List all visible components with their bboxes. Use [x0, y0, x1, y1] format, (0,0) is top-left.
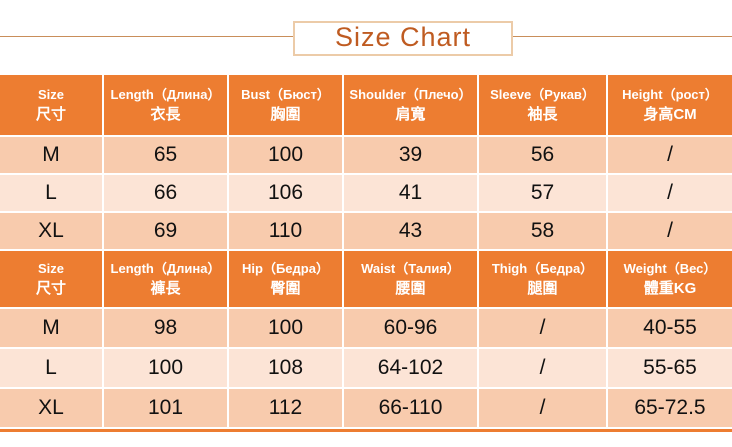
- header-sublabel: 尺寸: [35, 279, 66, 297]
- header-label: Length（Длина）: [110, 86, 221, 102]
- table-cell: 66-110: [343, 388, 479, 429]
- header-label: Shoulder（Плечо）: [349, 86, 472, 102]
- table-cell: 110: [228, 212, 344, 251]
- header-label: Hip（Бедра）: [242, 260, 329, 276]
- title-band: Size Chart: [0, 0, 732, 75]
- header-label: Size: [37, 260, 64, 276]
- table-cell: 40-55: [607, 308, 732, 349]
- header-label: Bust（Бюст）: [241, 86, 330, 102]
- table-cell: 98: [103, 308, 229, 349]
- table-cell: 100: [228, 308, 344, 349]
- header-sublabel: 袖長: [527, 105, 558, 123]
- header-sublabel: 胸圍: [270, 105, 301, 123]
- header-label: Thigh（Бедра）: [491, 260, 594, 276]
- header-sublabel: 體重KG: [643, 279, 697, 297]
- table-cell: 64-102: [343, 348, 479, 389]
- table-cell: /: [607, 174, 732, 213]
- table-cell: 58: [478, 212, 608, 251]
- header-cell: Bust（Бюст） 胸圍: [228, 75, 344, 137]
- table-cell: /: [478, 388, 608, 429]
- table-cell: /: [607, 136, 732, 175]
- header-cell: Weight（Вес） 體重KG: [607, 250, 732, 309]
- title-box: Size Chart: [293, 21, 513, 56]
- table-row: M 98 100 60-96/40-55: [0, 308, 732, 349]
- page-title: Size Chart: [334, 22, 472, 52]
- table-cell: 108: [228, 348, 344, 389]
- size-cell: M: [0, 308, 104, 349]
- header-sublabel: 臀圍: [270, 279, 301, 297]
- table-cell: /: [478, 308, 608, 349]
- table-cell: 56: [478, 136, 608, 175]
- header-sublabel: 肩寬: [395, 105, 426, 123]
- size-cell: L: [0, 348, 104, 389]
- header-cell: Waist（Талия） 腰圍: [343, 250, 479, 309]
- header-cell: Hip（Бедра） 臀圍: [228, 250, 344, 309]
- table-cell: 100: [228, 136, 344, 175]
- header-label: Size: [37, 86, 64, 102]
- table-cell: 106: [228, 174, 344, 213]
- table-cell: /: [607, 212, 732, 251]
- table-cell: /: [478, 348, 608, 389]
- table-cell: 112: [228, 388, 344, 429]
- header-cell: Height（рост） 身高CM: [607, 75, 732, 137]
- table-cell: 55-65: [607, 348, 732, 389]
- header-label: Length（Длина）: [110, 260, 221, 276]
- table-cell: 65: [103, 136, 229, 175]
- table-row: XL 101 112 66-110/65-72.5: [0, 388, 732, 429]
- table-cell: 39: [343, 136, 479, 175]
- header-sublabel: 褲長: [150, 279, 181, 297]
- table-cell: 100: [103, 348, 229, 389]
- header-cell: Shoulder（Плечо） 肩寬: [343, 75, 479, 137]
- header-sublabel: 尺寸: [35, 105, 66, 123]
- table-row: M 65 100 39 56/: [0, 136, 732, 175]
- size-cell: XL: [0, 212, 104, 251]
- table-row: L 66 106 41 57/: [0, 174, 732, 213]
- table-cell: 60-96: [343, 308, 479, 349]
- header-cell: Length（Длина） 褲長: [103, 250, 229, 309]
- header-sublabel: 腿圍: [527, 279, 558, 297]
- header-sublabel: 衣長: [150, 105, 181, 123]
- header-row: Size 尺寸 Length（Длина） 褲長 Hip（Бедра） 臀圍 Waist（Т…: [0, 250, 732, 309]
- table-cell: 69: [103, 212, 229, 251]
- header-cell: Size 尺寸: [0, 250, 104, 309]
- table-cell: 66: [103, 174, 229, 213]
- table-cell: 65-72.5: [607, 388, 732, 429]
- size-chart-table: Size 尺寸 Length（Длина） 衣長 Bust（Бюст） 胸圍 Shoulde…: [0, 75, 732, 429]
- table-row: L 100 108 64-102/55-65: [0, 348, 732, 389]
- cutoff-header-strip: [0, 429, 732, 432]
- header-sublabel: 身高CM: [643, 105, 697, 123]
- table-row: XL 69 110 43 58/: [0, 212, 732, 251]
- header-label: Weight（Вес）: [623, 260, 717, 276]
- header-row: Size 尺寸 Length（Длина） 衣長 Bust（Бюст） 胸圍 Shoulde…: [0, 75, 732, 137]
- header-label: Waist（Талия）: [361, 260, 460, 276]
- size-cell: XL: [0, 388, 104, 429]
- header-cell: Length（Длина） 衣長: [103, 75, 229, 137]
- table-cell: 57: [478, 174, 608, 213]
- size-cell: L: [0, 174, 104, 213]
- header-cell: Size 尺寸: [0, 75, 104, 137]
- table-cell: 41: [343, 174, 479, 213]
- table-cell: 101: [103, 388, 229, 429]
- header-label: Height（рост）: [622, 86, 718, 102]
- table-cell: 43: [343, 212, 479, 251]
- header-sublabel: 腰圍: [395, 279, 426, 297]
- header-label: Sleeve（Рукав）: [490, 86, 595, 102]
- header-cell: Thigh（Бедра） 腿圍: [478, 250, 608, 309]
- header-cell: Sleeve（Рукав） 袖長: [478, 75, 608, 137]
- size-cell: M: [0, 136, 104, 175]
